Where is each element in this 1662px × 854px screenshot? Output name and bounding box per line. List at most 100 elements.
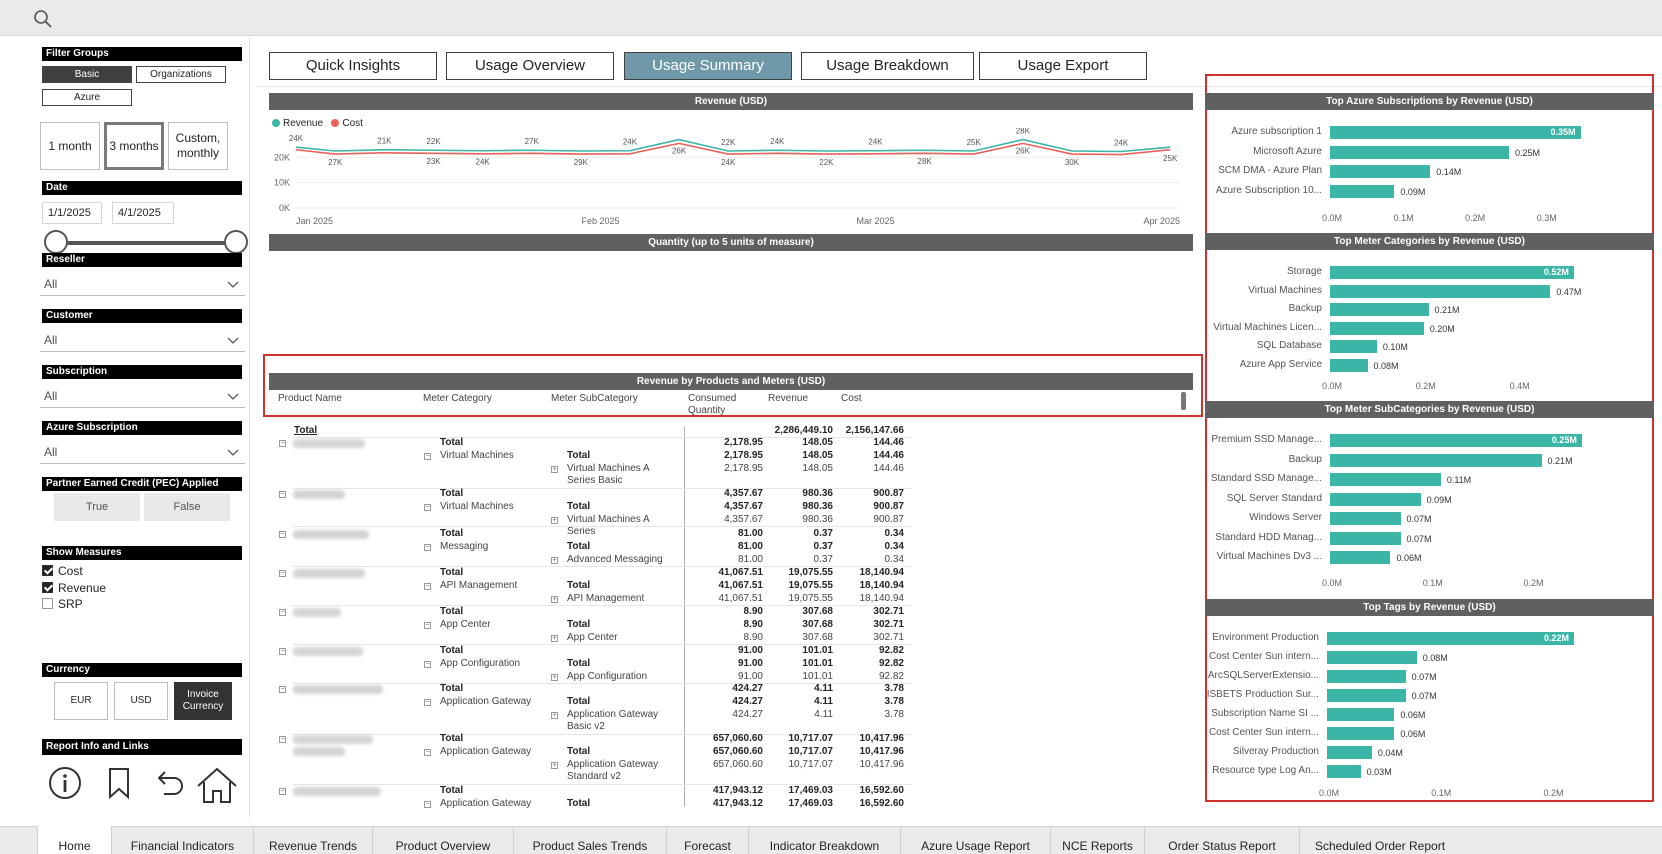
- currency-usd-button[interactable]: USD: [114, 682, 168, 720]
- bar[interactable]: [1327, 651, 1417, 664]
- bar[interactable]: [1330, 303, 1429, 316]
- info-icon[interactable]: [48, 766, 82, 800]
- date-range-slider[interactable]: [55, 241, 235, 245]
- expand-toggle-icon[interactable]: −: [424, 749, 431, 756]
- expand-toggle-icon[interactable]: −: [424, 453, 431, 460]
- pec-true-button[interactable]: True: [54, 493, 140, 521]
- bar[interactable]: [1330, 358, 1368, 372]
- customer-dropdown[interactable]: All: [40, 328, 245, 352]
- bar[interactable]: [1330, 266, 1574, 279]
- azure-subscription-dropdown[interactable]: All: [40, 440, 245, 464]
- expand-toggle-icon[interactable]: +: [551, 517, 558, 524]
- currency-invoice-button[interactable]: Invoice Currency: [174, 682, 232, 720]
- bottom-tab-product-sales-trends[interactable]: Product Sales Trends: [513, 826, 666, 854]
- expand-toggle-icon[interactable]: −: [279, 491, 286, 498]
- date-slider-end-handle[interactable]: [224, 230, 248, 254]
- home-icon[interactable]: [196, 766, 238, 804]
- expand-toggle-icon[interactable]: −: [279, 686, 286, 693]
- revenue-line-chart[interactable]: 0K 10K 20K Jan 2025 Feb 2025 Mar 2025 Apr 2025…: [262, 128, 1194, 228]
- bottom-tab-product-overview[interactable]: Product Overview: [372, 826, 513, 854]
- expand-toggle-icon[interactable]: −: [279, 609, 286, 616]
- expand-toggle-icon[interactable]: −: [424, 583, 431, 590]
- bottom-tab-indicator-breakdown[interactable]: Indicator Breakdown: [748, 826, 900, 854]
- bottom-tab-financial-indicators[interactable]: Financial Indicators: [111, 826, 253, 854]
- bar[interactable]: [1330, 551, 1391, 564]
- bar[interactable]: [1327, 765, 1361, 778]
- measure-cost-checkbox[interactable]: Cost: [42, 564, 83, 578]
- bookmark-icon[interactable]: [104, 766, 134, 800]
- expand-toggle-icon[interactable]: +: [551, 674, 558, 681]
- matrix-scrollbar[interactable]: [1181, 392, 1186, 410]
- tab-usage-overview[interactable]: Usage Overview: [446, 52, 614, 80]
- date-start-input[interactable]: 1/1/2025: [42, 202, 102, 224]
- expand-toggle-icon[interactable]: −: [279, 648, 286, 655]
- tab-quick-insights[interactable]: Quick Insights: [269, 52, 437, 80]
- expand-toggle-icon[interactable]: +: [551, 635, 558, 642]
- bottom-tab-revenue-trends[interactable]: Revenue Trends: [253, 826, 372, 854]
- bottom-tab-nce-reports[interactable]: NCE Reports: [1050, 826, 1144, 854]
- expand-toggle-icon[interactable]: −: [279, 440, 286, 447]
- expand-toggle-icon[interactable]: +: [551, 712, 558, 719]
- tab-usage-breakdown[interactable]: Usage Breakdown: [801, 52, 974, 80]
- bar[interactable]: [1330, 492, 1421, 506]
- bar[interactable]: [1330, 340, 1377, 353]
- search-icon[interactable]: [32, 8, 54, 30]
- col-meter-category[interactable]: Meter Category: [423, 393, 492, 404]
- reseller-dropdown[interactable]: All: [40, 272, 245, 296]
- filter-group-azure-button[interactable]: Azure: [42, 89, 132, 106]
- bar[interactable]: [1330, 284, 1551, 298]
- bar[interactable]: [1330, 434, 1582, 447]
- col-revenue[interactable]: Revenue: [768, 393, 809, 404]
- expand-toggle-icon[interactable]: +: [551, 762, 558, 769]
- bar[interactable]: [1330, 145, 1509, 159]
- col-consumed-quantity[interactable]: Consumed Quantity: [688, 393, 737, 416]
- expand-toggle-icon[interactable]: −: [424, 622, 431, 629]
- filter-group-organizations-button[interactable]: Organizations: [136, 66, 226, 83]
- bar[interactable]: [1330, 512, 1401, 525]
- expand-toggle-icon[interactable]: +: [551, 466, 558, 473]
- col-meter-subcategory[interactable]: Meter SubCategory: [551, 393, 638, 404]
- bar[interactable]: [1330, 184, 1395, 198]
- duration-custom-monthly-button[interactable]: Custom, monthly: [168, 122, 228, 170]
- duration-1-month-button[interactable]: 1 month: [40, 122, 100, 170]
- bar[interactable]: [1327, 727, 1395, 740]
- expand-toggle-icon[interactable]: −: [424, 544, 431, 551]
- bottom-tab-azure-usage-report[interactable]: Azure Usage Report: [900, 826, 1050, 854]
- currency-eur-button[interactable]: EUR: [54, 682, 108, 720]
- expand-toggle-icon[interactable]: −: [424, 661, 431, 668]
- bottom-tab-order-status-report[interactable]: Order Status Report: [1144, 826, 1299, 854]
- bar[interactable]: [1327, 632, 1574, 645]
- measure-revenue-checkbox[interactable]: Revenue: [42, 581, 106, 595]
- bar[interactable]: [1327, 746, 1372, 759]
- expand-toggle-icon[interactable]: −: [279, 570, 286, 577]
- expand-toggle-icon[interactable]: −: [424, 801, 431, 808]
- date-end-input[interactable]: 4/1/2025: [112, 202, 174, 224]
- bar[interactable]: [1330, 453, 1542, 467]
- tab-usage-export[interactable]: Usage Export: [979, 52, 1147, 80]
- col-cost[interactable]: Cost: [841, 393, 862, 404]
- expand-toggle-icon[interactable]: −: [279, 788, 286, 795]
- bar[interactable]: [1330, 165, 1431, 178]
- subscription-dropdown[interactable]: All: [40, 384, 245, 408]
- bar[interactable]: [1330, 126, 1581, 139]
- bar[interactable]: [1330, 321, 1424, 335]
- pec-false-button[interactable]: False: [144, 493, 230, 521]
- col-product-name[interactable]: Product Name: [278, 393, 342, 404]
- bottom-tab-forecast[interactable]: Forecast: [666, 826, 748, 854]
- bottom-tab-scheduled-order-report[interactable]: Scheduled Order Report: [1299, 826, 1460, 854]
- measure-srp-checkbox[interactable]: SRP: [42, 597, 83, 611]
- expand-toggle-icon[interactable]: +: [551, 557, 558, 564]
- expand-toggle-icon[interactable]: −: [424, 504, 431, 511]
- date-slider-start-handle[interactable]: [44, 230, 68, 254]
- bottom-tab-home[interactable]: Home: [37, 826, 111, 854]
- bar[interactable]: [1330, 531, 1401, 545]
- bar[interactable]: [1327, 670, 1406, 683]
- bar[interactable]: [1327, 689, 1406, 702]
- expand-toggle-icon[interactable]: −: [279, 531, 286, 538]
- duration-3-months-button[interactable]: 3 months: [104, 122, 164, 170]
- bar[interactable]: [1327, 708, 1395, 721]
- tab-usage-summary[interactable]: Usage Summary: [624, 52, 792, 80]
- expand-toggle-icon[interactable]: −: [424, 699, 431, 706]
- filter-group-basic-button[interactable]: Basic: [42, 66, 132, 83]
- back-arrow-icon[interactable]: [152, 766, 186, 800]
